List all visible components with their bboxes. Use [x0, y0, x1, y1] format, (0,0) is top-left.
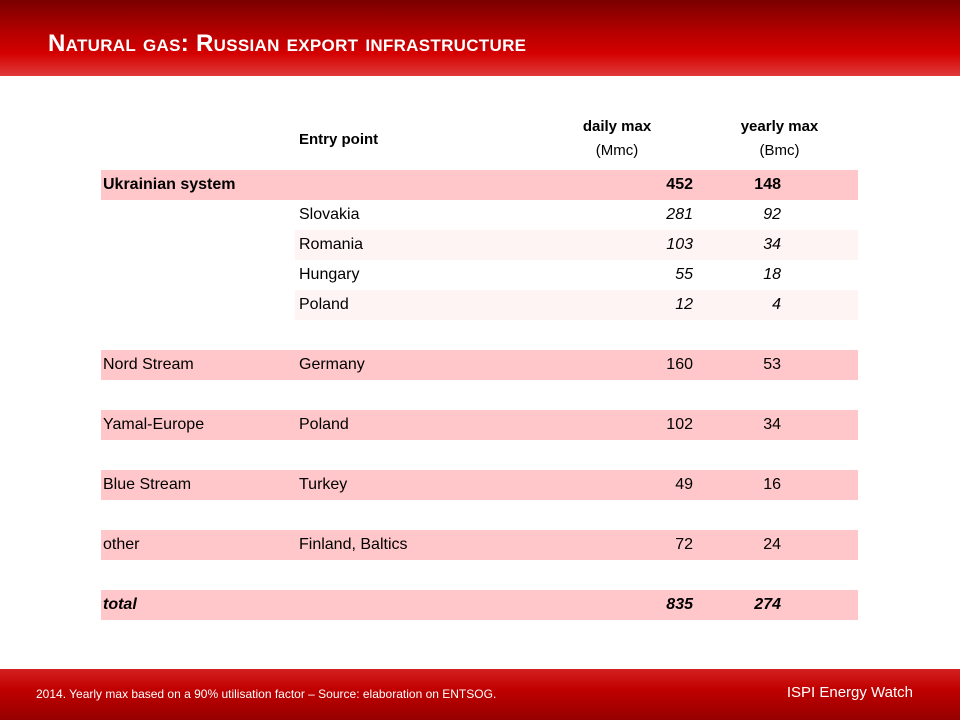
table-row: Blue Stream Turkey 49 16: [101, 470, 858, 500]
daily-cell: 49: [533, 470, 701, 500]
route-cell: Blue Stream: [101, 470, 295, 500]
source-note: 2014. Yearly max based on a 90% utilisat…: [36, 687, 497, 701]
spacer-row: [101, 380, 858, 410]
route-cell: Ukrainian system: [101, 170, 295, 200]
yearly-cell: 148: [701, 170, 858, 200]
yearly-cell: 24: [701, 530, 858, 560]
daily-cell: 160: [533, 350, 701, 380]
route-cell: [101, 260, 295, 290]
route-cell: other: [101, 530, 295, 560]
daily-cell: 102: [533, 410, 701, 440]
spacer-row: [101, 320, 858, 350]
table-header-row: Entry point daily max (Mmc) yearly max (…: [101, 108, 858, 170]
yearly-cell: 274: [701, 590, 858, 620]
header-daily-max: daily max (Mmc): [533, 108, 701, 170]
table-row: Poland 12 4: [101, 290, 858, 320]
yearly-cell: 53: [701, 350, 858, 380]
daily-cell: 12: [533, 290, 701, 320]
entry-cell: Germany: [295, 350, 533, 380]
yearly-cell: 4: [701, 290, 858, 320]
route-cell: [101, 230, 295, 260]
header-yearly-max: yearly max (Bmc): [701, 108, 858, 170]
entry-cell: [295, 170, 533, 200]
footer-bar: 2014. Yearly max based on a 90% utilisat…: [0, 669, 960, 720]
daily-cell: 72: [533, 530, 701, 560]
spacer-row: [101, 500, 858, 530]
table-row: Hungary 55 18: [101, 260, 858, 290]
route-cell: Yamal-Europe: [101, 410, 295, 440]
entry-cell: Romania: [295, 230, 533, 260]
daily-cell: 103: [533, 230, 701, 260]
route-cell: [101, 290, 295, 320]
route-cell: Nord Stream: [101, 350, 295, 380]
table-row: other Finland, Baltics 72 24: [101, 530, 858, 560]
table-row: Slovakia 281 92: [101, 200, 858, 230]
table-row: Nord Stream Germany 160 53: [101, 350, 858, 380]
daily-cell: 55: [533, 260, 701, 290]
header-daily-label: daily max: [582, 118, 652, 135]
export-infrastructure-table: Entry point daily max (Mmc) yearly max (…: [101, 108, 858, 620]
route-cell: total: [101, 590, 295, 620]
brand-label: ISPI Energy Watch: [786, 684, 913, 701]
spacer-row: [101, 560, 858, 590]
entry-cell: Slovakia: [295, 200, 533, 230]
header-daily-unit: (Mmc): [595, 142, 639, 159]
header-yearly-label: yearly max: [740, 118, 819, 135]
table-row: Ukrainian system 452 148: [101, 170, 858, 200]
entry-cell: Poland: [295, 290, 533, 320]
spacer-row: [101, 440, 858, 470]
yearly-cell: 92: [701, 200, 858, 230]
daily-cell: 452: [533, 170, 701, 200]
entry-cell: Poland: [295, 410, 533, 440]
yearly-cell: 16: [701, 470, 858, 500]
entry-cell: [295, 590, 533, 620]
header-yearly-unit: (Bmc): [759, 142, 800, 159]
entry-cell: Turkey: [295, 470, 533, 500]
yearly-cell: 34: [701, 230, 858, 260]
slide-title: Natural gas: Russian export infrastructu…: [48, 30, 527, 57]
total-row: total 835 274: [101, 590, 858, 620]
entry-cell: Hungary: [295, 260, 533, 290]
entry-cell: Finland, Baltics: [295, 530, 533, 560]
daily-cell: 281: [533, 200, 701, 230]
table-row: Yamal-Europe Poland 102 34: [101, 410, 858, 440]
header-entry-point: Entry point: [299, 130, 379, 148]
yearly-cell: 18: [701, 260, 858, 290]
header-route: [101, 108, 295, 170]
route-cell: [101, 200, 295, 230]
table-row: Romania 103 34: [101, 230, 858, 260]
yearly-cell: 34: [701, 410, 858, 440]
daily-cell: 835: [533, 590, 701, 620]
title-bar: Natural gas: Russian export infrastructu…: [0, 0, 960, 76]
data-table: Entry point daily max (Mmc) yearly max (…: [101, 108, 858, 620]
